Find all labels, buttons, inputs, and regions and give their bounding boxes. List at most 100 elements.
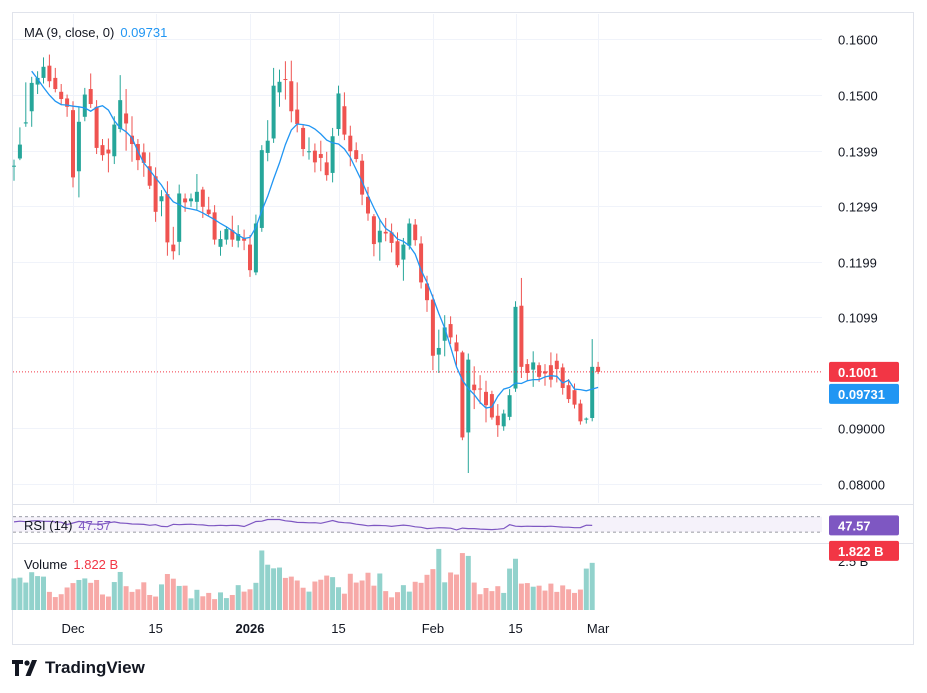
candle-body bbox=[554, 360, 559, 370]
candle-body bbox=[41, 66, 46, 78]
candle-body bbox=[230, 230, 235, 240]
candle-body bbox=[112, 124, 117, 157]
candle-body bbox=[301, 127, 306, 150]
candle-body bbox=[147, 166, 152, 186]
rsi-line bbox=[13, 518, 593, 531]
candle-body bbox=[501, 413, 506, 427]
tradingview-logo[interactable]: TradingView bbox=[12, 658, 145, 678]
volume-bar bbox=[406, 591, 412, 610]
candle-body bbox=[336, 93, 341, 130]
candle-body bbox=[348, 135, 353, 152]
candle-body bbox=[289, 81, 294, 112]
candle bbox=[307, 137, 311, 160]
candle-body bbox=[265, 140, 270, 153]
volume-bar bbox=[530, 586, 536, 610]
rsi-band-fill bbox=[13, 516, 822, 533]
volume-bar bbox=[483, 588, 489, 610]
rsi-value-badge: 47.57 bbox=[838, 518, 871, 533]
candle bbox=[271, 67, 276, 143]
volume-bar bbox=[229, 594, 235, 610]
volume-bar bbox=[88, 582, 94, 610]
candle-body bbox=[342, 106, 347, 135]
candle-body bbox=[312, 150, 317, 163]
rsi-legend[interactable]: RSI (14) 47.57 bbox=[24, 518, 111, 533]
volume-bar bbox=[247, 589, 253, 610]
candle-body bbox=[100, 145, 105, 156]
volume-bar bbox=[82, 578, 88, 610]
volume-bar bbox=[282, 577, 288, 610]
candle-body bbox=[218, 239, 223, 247]
current-price-badge: 0.1001 bbox=[838, 365, 878, 380]
volume-legend[interactable]: Volume 1.822 B bbox=[24, 557, 118, 572]
candle bbox=[141, 143, 146, 177]
rsi-legend-value: 47.57 bbox=[78, 518, 111, 533]
candle bbox=[401, 237, 406, 281]
volume-value-badge-bg bbox=[829, 540, 899, 561]
candle bbox=[366, 186, 370, 221]
candle-body bbox=[165, 194, 170, 243]
volume-legend-label: Volume bbox=[24, 557, 68, 572]
volume-bar bbox=[477, 594, 483, 610]
volume-bar bbox=[259, 550, 265, 610]
candle-body bbox=[82, 94, 87, 117]
candle-body bbox=[236, 234, 241, 241]
volume-bar bbox=[294, 580, 300, 610]
candle-body bbox=[206, 209, 211, 215]
candle bbox=[124, 89, 129, 151]
candle-body bbox=[318, 154, 323, 158]
candle bbox=[212, 205, 217, 245]
volume-bar bbox=[277, 567, 282, 610]
candle-body bbox=[94, 106, 99, 148]
candle-body bbox=[330, 136, 335, 173]
candle bbox=[76, 106, 81, 198]
candlestick-chart[interactable]: 0.1600 0.1500 0.1399 0.1299 0.1199 0.1099 0.09… bbox=[0, 0, 927, 650]
candle bbox=[53, 67, 58, 93]
volume-bar bbox=[312, 581, 318, 610]
ma-legend[interactable]: MA (9, close, 0) 0.09731 bbox=[24, 25, 167, 40]
candle-body bbox=[23, 122, 28, 124]
candle-body bbox=[383, 231, 388, 234]
candle-body bbox=[153, 176, 158, 212]
candle-body bbox=[242, 238, 247, 241]
candle bbox=[29, 76, 34, 127]
candle bbox=[572, 383, 577, 409]
volume-bar bbox=[288, 576, 294, 610]
volume-bar bbox=[448, 572, 454, 610]
candle-body bbox=[295, 109, 300, 125]
time-axis-label: Feb bbox=[422, 621, 444, 636]
volume-bar bbox=[70, 583, 76, 610]
time-axis-label: Dec bbox=[61, 621, 85, 636]
candle-body bbox=[572, 390, 577, 405]
candle bbox=[23, 82, 28, 127]
price-tick-label: 0.1099 bbox=[838, 311, 878, 326]
volume-bar bbox=[400, 585, 406, 610]
candle-body bbox=[200, 189, 205, 207]
candle bbox=[371, 214, 376, 257]
volume-bar bbox=[341, 593, 347, 610]
candle-body bbox=[425, 283, 429, 301]
candle bbox=[389, 223, 394, 253]
volume-bar bbox=[29, 572, 35, 610]
time-axis-label: 15 bbox=[148, 621, 162, 636]
rsi-legend-label: RSI (14) bbox=[24, 518, 73, 533]
candle-body bbox=[401, 244, 406, 260]
candle-body bbox=[183, 198, 188, 203]
price-tick-label: 0.08000 bbox=[838, 478, 885, 493]
current-price-badge-bg bbox=[829, 361, 899, 382]
price-tick-label: 0.09000 bbox=[838, 422, 885, 437]
volume-bar bbox=[383, 591, 389, 610]
volume-bar bbox=[135, 589, 141, 610]
candle bbox=[242, 229, 247, 251]
volume-bar bbox=[235, 585, 241, 610]
volume-bar bbox=[542, 590, 548, 610]
candle bbox=[59, 84, 64, 106]
volume-bar bbox=[365, 572, 371, 610]
candle bbox=[548, 352, 553, 388]
candle-body bbox=[430, 299, 435, 356]
candle bbox=[71, 101, 75, 188]
volume-bar bbox=[64, 587, 70, 610]
candle-body bbox=[454, 342, 459, 352]
candle bbox=[248, 235, 252, 277]
candle-body bbox=[324, 162, 329, 176]
volume-bar bbox=[347, 573, 353, 610]
